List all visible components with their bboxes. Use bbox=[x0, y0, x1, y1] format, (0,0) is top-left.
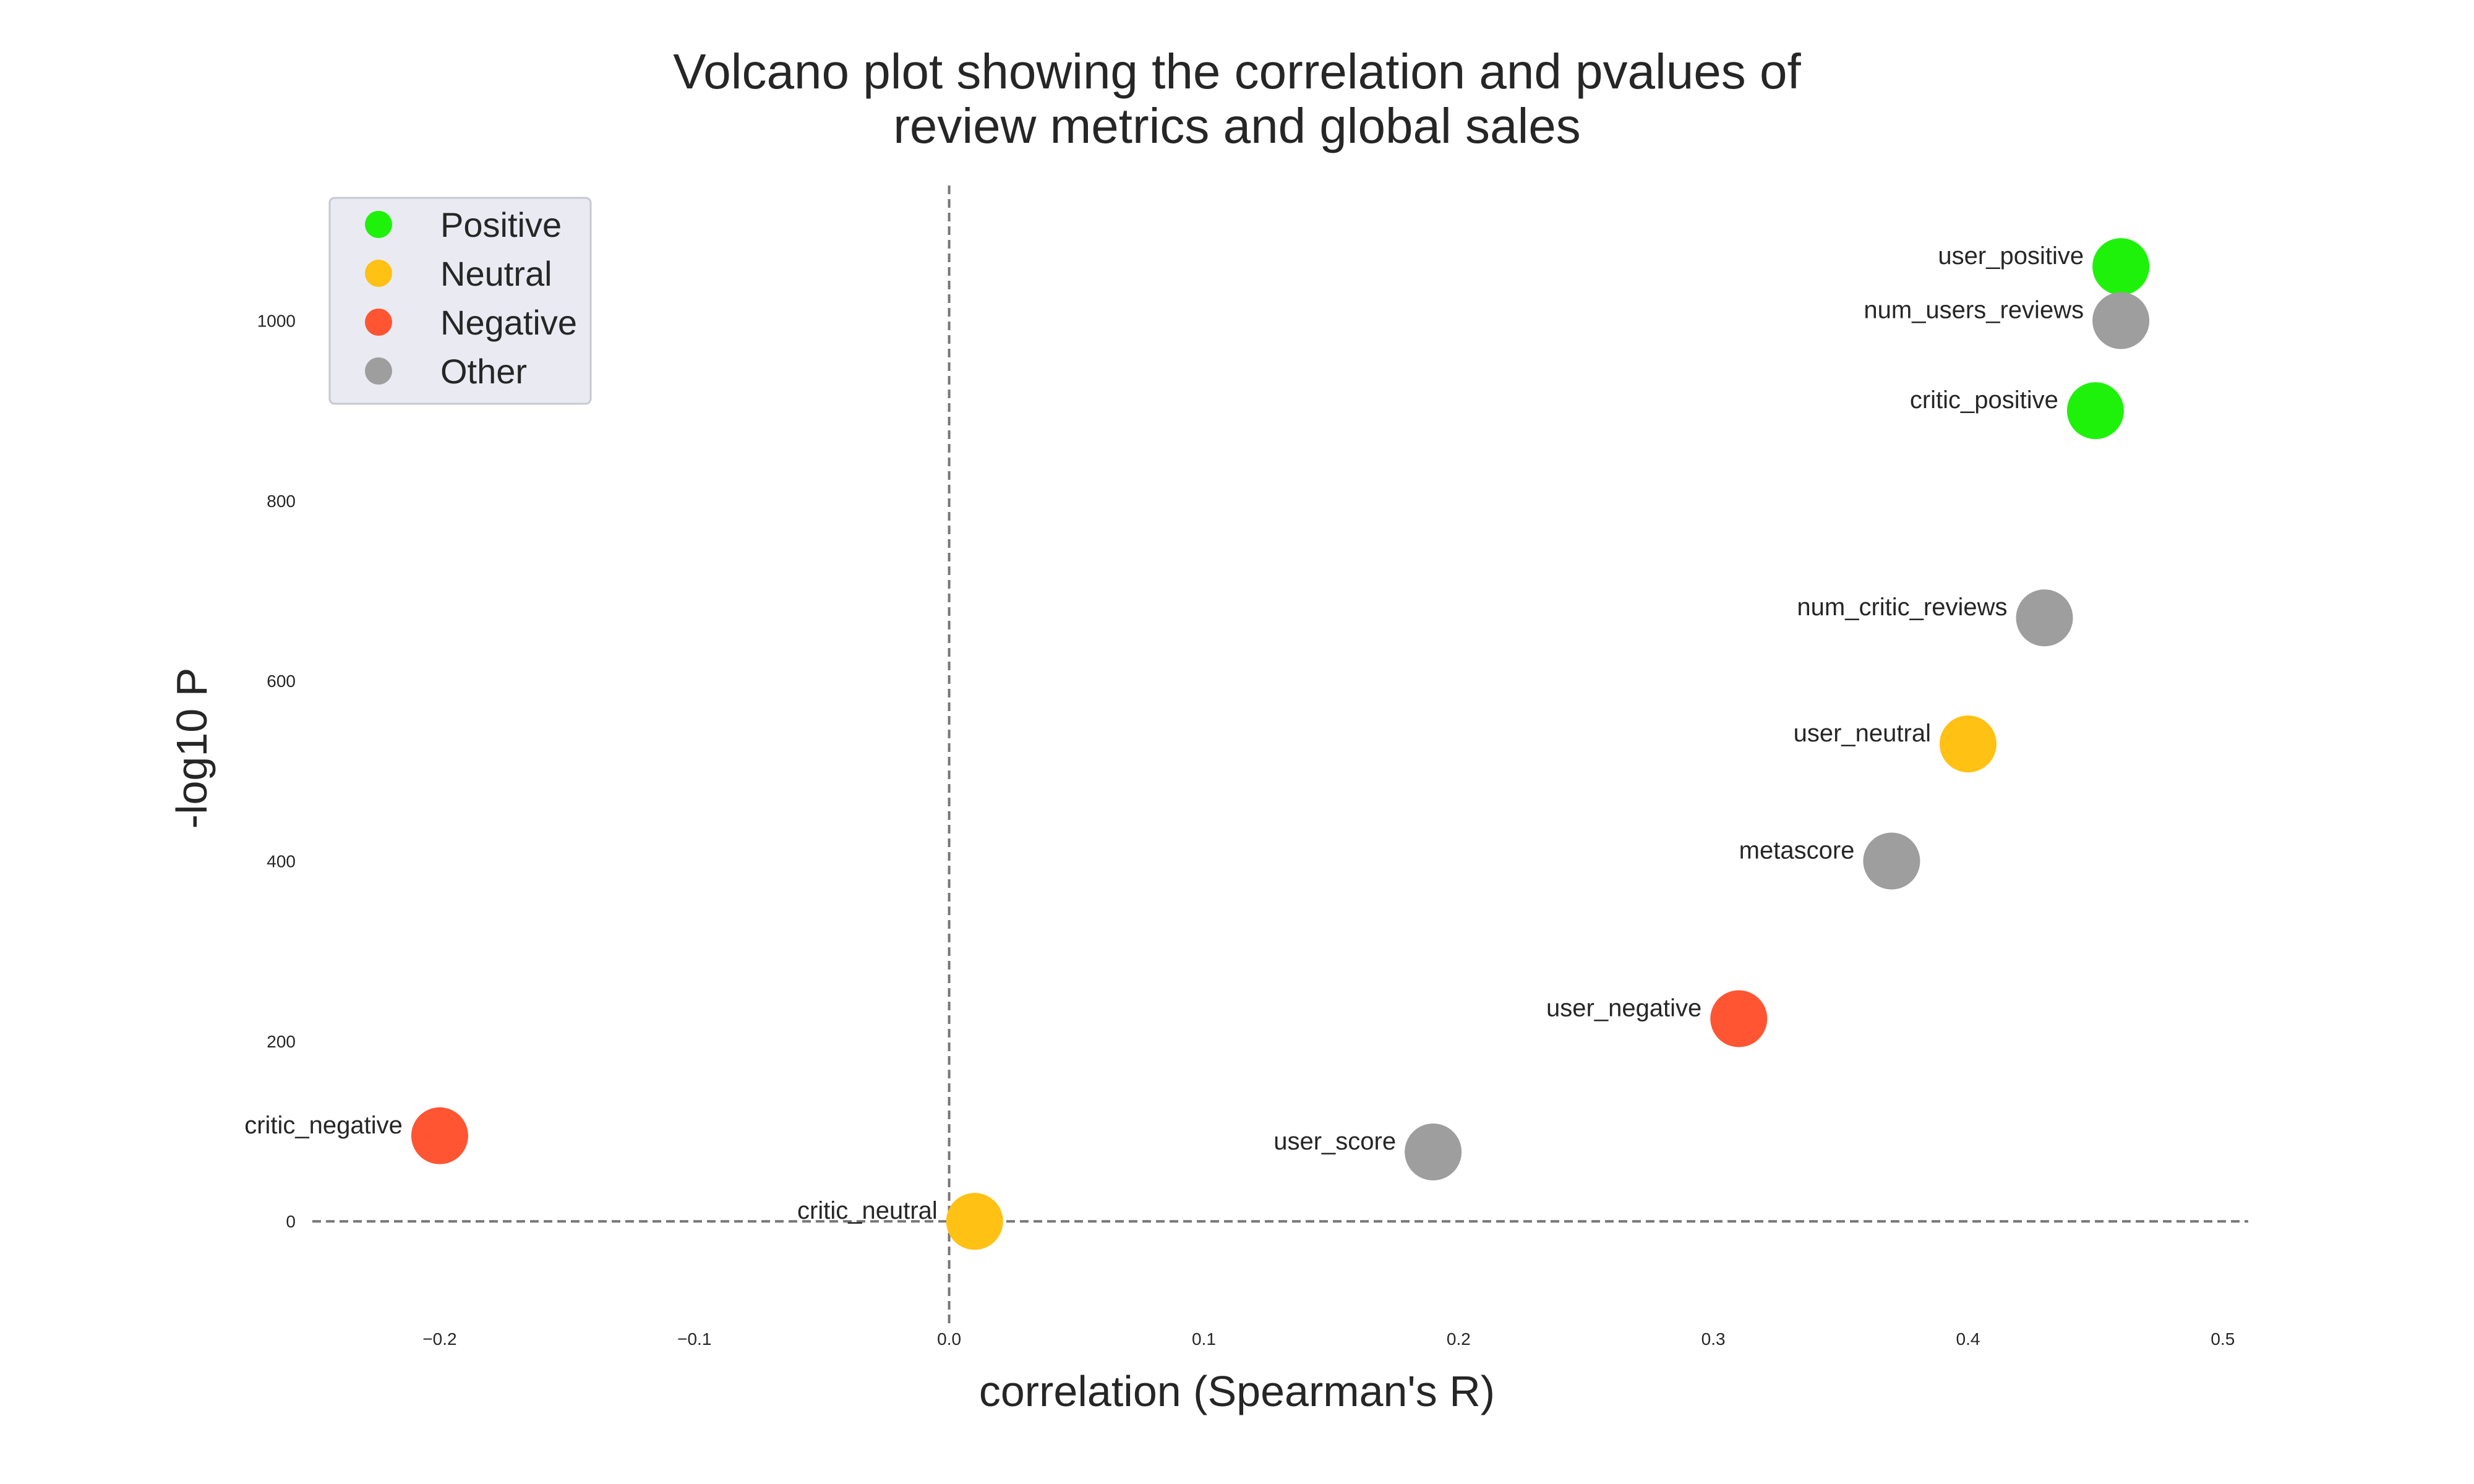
data-point bbox=[1939, 715, 1997, 773]
y-tick-label: 400 bbox=[267, 852, 296, 871]
data-point bbox=[946, 1193, 1003, 1250]
data-point-label: num_critic_reviews bbox=[1797, 594, 2007, 621]
data-point-label: critic_positive bbox=[1910, 386, 2058, 414]
legend-marker bbox=[365, 260, 392, 287]
x-tick-label: 0.2 bbox=[1447, 1329, 1471, 1349]
x-tick-label: 0.3 bbox=[1701, 1329, 1726, 1349]
data-point bbox=[2016, 589, 2073, 647]
data-point bbox=[2066, 382, 2124, 440]
data-point bbox=[411, 1107, 468, 1164]
data-point bbox=[1863, 832, 1920, 890]
data-point-label: user_negative bbox=[1546, 994, 1701, 1021]
x-axis-label: correlation (Spearman's R) bbox=[978, 1367, 1496, 1415]
data-point-label: metascore bbox=[1739, 837, 1855, 864]
x-tick-label: −0.1 bbox=[677, 1329, 711, 1349]
data-point-label: critic_negative bbox=[244, 1112, 403, 1139]
data-point-label: user_score bbox=[1273, 1128, 1396, 1155]
x-tick-label: 0.5 bbox=[2211, 1329, 2235, 1349]
data-point-label: num_users_reviews bbox=[1864, 297, 2084, 324]
x-tick-label: 0.0 bbox=[937, 1329, 961, 1349]
chart-title-line-2: review metrics and global sales bbox=[893, 98, 1581, 153]
legend-label: Positive bbox=[440, 205, 562, 244]
legend-label: Negative bbox=[440, 303, 577, 342]
x-tick-label: −0.2 bbox=[422, 1329, 456, 1349]
legend-label: Other bbox=[440, 352, 527, 391]
legend-label: Neutral bbox=[440, 254, 552, 293]
data-point bbox=[1710, 990, 1768, 1047]
data-point-label: user_neutral bbox=[1794, 720, 1931, 747]
legend-marker bbox=[365, 357, 392, 385]
y-tick-label: 600 bbox=[267, 672, 296, 691]
data-point bbox=[2092, 292, 2150, 349]
y-tick-label: 200 bbox=[267, 1032, 296, 1051]
y-tick-label: 1000 bbox=[257, 312, 296, 331]
legend-box bbox=[328, 197, 592, 405]
legend-marker bbox=[365, 211, 392, 238]
chart-title-line-1: Volcano plot showing the correlation and… bbox=[673, 44, 1801, 99]
data-point-label: critic_neutral bbox=[797, 1197, 938, 1224]
x-tick-label: 0.1 bbox=[1192, 1329, 1216, 1349]
y-tick-label: 800 bbox=[267, 492, 296, 511]
data-point bbox=[1405, 1124, 1462, 1181]
data-point bbox=[2092, 238, 2150, 296]
data-point-label: user_positive bbox=[1938, 242, 2084, 270]
x-tick-label: 0.4 bbox=[1956, 1329, 1980, 1349]
legend-marker bbox=[365, 309, 392, 336]
y-tick-label: 0 bbox=[286, 1212, 296, 1231]
